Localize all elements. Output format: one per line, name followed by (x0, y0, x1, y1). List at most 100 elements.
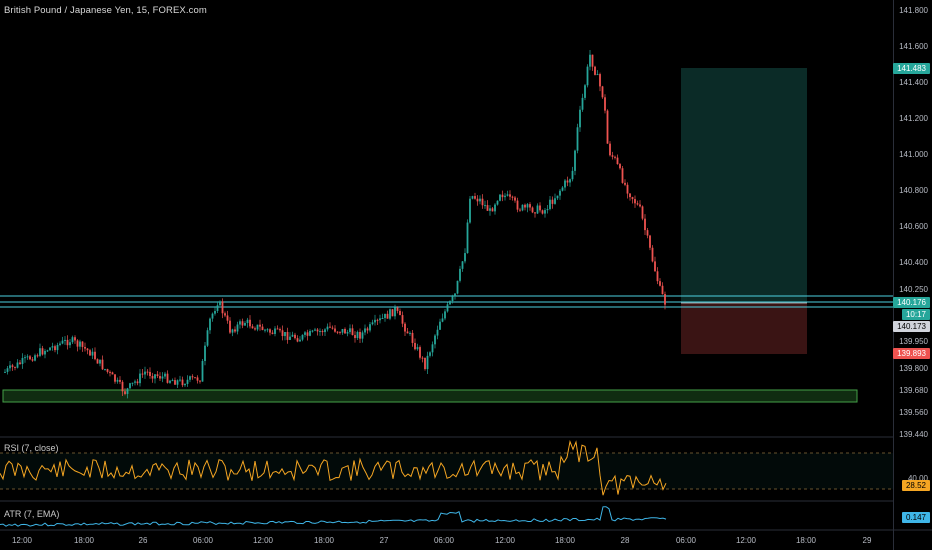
candle-body (364, 328, 366, 333)
candle-body (651, 247, 654, 262)
price-tick: 141.800 (899, 6, 928, 15)
candle-body (109, 371, 111, 373)
candle-body (304, 332, 306, 335)
candle-body (106, 369, 109, 372)
candle-body (24, 357, 26, 359)
time-tick: 18:00 (795, 536, 817, 545)
candle-body (406, 331, 409, 334)
profit-zone (681, 68, 807, 303)
candle-body (291, 334, 294, 337)
candle-body (246, 319, 249, 323)
atr-line (0, 506, 667, 527)
candle-body (129, 383, 131, 389)
candle-body (551, 199, 554, 204)
candle-body (384, 313, 386, 318)
candle-body (401, 315, 404, 324)
candle-body (104, 369, 106, 371)
candle-body (574, 150, 576, 171)
candle-body (301, 334, 304, 340)
candle-body (414, 342, 416, 350)
candle-body (191, 376, 194, 378)
candle-body (621, 168, 624, 183)
chart-title: British Pound / Japanese Yen, 15, FOREX.… (4, 5, 207, 16)
candle-body (86, 348, 89, 351)
candle-body (421, 357, 424, 359)
candle-body (591, 54, 594, 67)
candle-body (504, 195, 506, 198)
price-tick: 140.400 (899, 258, 928, 267)
candle-body (284, 332, 286, 337)
candle-body (31, 359, 34, 361)
stop-price-badge: 139.893 (893, 348, 930, 359)
candle-body (484, 205, 486, 207)
candle-body (631, 197, 634, 200)
candle-body (524, 204, 526, 208)
candle-body (164, 373, 166, 377)
candle-body (356, 331, 359, 339)
candle-body (639, 204, 641, 207)
candle-body (641, 206, 644, 219)
candle-body (276, 328, 279, 330)
candle-body (349, 328, 351, 333)
price-tick: 139.950 (899, 337, 928, 346)
candle-body (154, 374, 156, 379)
candle-body (409, 332, 411, 334)
candle-body (374, 319, 376, 323)
support-zone (2, 389, 858, 403)
candle-body (326, 326, 329, 330)
candle-body (266, 329, 269, 331)
candle-body (36, 355, 39, 357)
candle-body (161, 376, 164, 379)
candle-body (139, 373, 141, 384)
candle-body (424, 357, 426, 370)
candle-body (324, 329, 326, 333)
candle-body (311, 330, 314, 332)
candle-body (211, 313, 214, 319)
candle-body (9, 365, 11, 369)
candle-body (289, 336, 291, 340)
candle-body (446, 304, 449, 312)
candle-body (189, 376, 191, 380)
price-tick: 140.600 (899, 222, 928, 231)
candle-body (29, 356, 31, 360)
candle-body (49, 347, 51, 351)
candle-body (71, 337, 74, 343)
candle-body (299, 339, 301, 342)
candle-body (571, 170, 574, 180)
price-tick: 141.600 (899, 42, 928, 51)
time-tick: 12:00 (735, 536, 757, 545)
candle-body (601, 86, 604, 98)
candle-body (476, 198, 479, 202)
candle-body (46, 350, 49, 352)
candle-body (486, 205, 489, 211)
rsi-value-badge: 28.52 (901, 480, 930, 491)
candle-body (134, 381, 136, 383)
candle-body (214, 310, 216, 314)
candle-body (169, 380, 171, 383)
candle-body (56, 344, 59, 351)
candle-body (554, 198, 556, 204)
price-tick: 141.200 (899, 114, 928, 123)
candle-body (381, 317, 384, 319)
candle-body (241, 321, 244, 326)
candle-body (619, 164, 621, 169)
candle-body (294, 334, 296, 339)
candle-body (616, 157, 619, 165)
candle-body (66, 339, 69, 346)
time-tick: 06:00 (192, 536, 214, 545)
candle-body (231, 329, 234, 333)
candle-body (514, 197, 516, 201)
candle-body (439, 321, 441, 330)
candle-body (256, 324, 259, 330)
candle-body (359, 331, 361, 339)
candle-body (449, 301, 451, 305)
price-tick: 139.800 (899, 364, 928, 373)
time-tick: 12:00 (252, 536, 274, 545)
candle-body (656, 271, 659, 282)
candle-body (576, 127, 579, 151)
candle-body (126, 388, 129, 394)
candle-body (379, 318, 381, 321)
candle-body (234, 329, 236, 332)
candle-body (544, 210, 546, 214)
